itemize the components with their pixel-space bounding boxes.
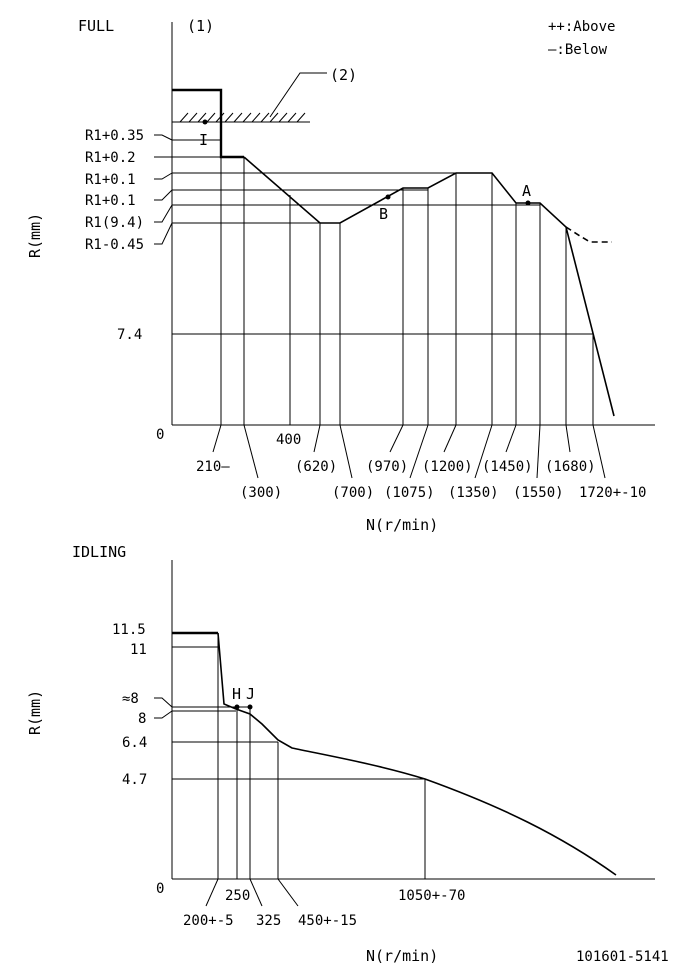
y-label-r1-plus-01-b: R1+0.1: [85, 193, 136, 209]
idling-y-axis-label: R(mm): [26, 690, 44, 735]
y-label-idle-0: 0: [156, 881, 164, 897]
y-label-r1-plus-035: R1+0.35: [85, 128, 144, 144]
full-curve: [243, 156, 615, 417]
idling-points: H J: [232, 685, 255, 710]
point-i-label: I: [199, 131, 208, 149]
point-a-marker: [525, 200, 531, 206]
x-label-1720: 1720+-10: [579, 485, 646, 501]
legend-below: —:Below: [548, 42, 608, 58]
stop-hatch: [172, 112, 310, 123]
x-label-1550: (1550): [513, 485, 564, 501]
idling-v-refs: [217, 633, 426, 879]
legend-above: ++:Above: [548, 19, 615, 35]
full-v-refs: [220, 157, 594, 425]
full-x-leaders: [212, 424, 606, 479]
x-label-700: (700): [332, 485, 374, 501]
idling-h-refs: [172, 632, 425, 780]
y-label-0: 0: [156, 427, 164, 443]
full-x-labels: 210— 400 (620) (970) (1200) (1450) (1680…: [196, 432, 646, 501]
x-label-300: (300): [240, 485, 282, 501]
idling-title: IDLING: [72, 543, 126, 561]
full-y-labels: R1+0.35 R1+0.2 R1+0.1 R1+0.1 R1(9.4) R1-…: [85, 128, 164, 443]
point-b-marker: [385, 194, 391, 200]
y-label-r1-plus-01-a: R1+0.1: [85, 172, 136, 188]
full-curve-start: [172, 88, 244, 159]
point-b-label: B: [379, 205, 388, 223]
x-label-970: (970): [366, 459, 408, 475]
x-label-450: 450+-15: [298, 913, 357, 929]
mark-1: (1): [187, 17, 214, 35]
x-label-1680: (1680): [545, 459, 596, 475]
full-x-axis-label: N(r/min): [366, 516, 438, 534]
full-curve-below: [565, 226, 612, 243]
idling-x-leaders: [205, 878, 299, 907]
y-label-7-4: 7.4: [117, 327, 142, 343]
y-label-r1-plus-02: R1+0.2: [85, 150, 136, 166]
y-label-r1: R1(9.4): [85, 215, 144, 231]
point-a-label: A: [522, 182, 531, 200]
x-label-620: (620): [295, 459, 337, 475]
idling-y-leaders: [154, 697, 173, 719]
y-label-6-4: 6.4: [122, 735, 147, 751]
idling-y-labels: 11.5 11 ≈8 8 6.4 4.7 0: [112, 622, 164, 897]
y-label-4-7: 4.7: [122, 772, 147, 788]
mark-2-leader: [269, 72, 327, 118]
idling-x-axis-label: N(r/min): [366, 947, 438, 965]
y-label-11: 11: [130, 642, 147, 658]
full-y-axis-label: R(mm): [26, 213, 44, 258]
x-label-325: 325: [256, 913, 281, 929]
idling-axes: [171, 560, 655, 880]
full-points: I B A: [199, 119, 531, 223]
x-label-210: 210—: [196, 459, 230, 475]
point-h-label: H: [232, 685, 241, 703]
mark-2: (2): [330, 66, 357, 84]
x-label-1450: (1450): [482, 459, 533, 475]
x-label-1075: (1075): [384, 485, 435, 501]
point-j-label: J: [246, 685, 255, 703]
x-label-250: 250: [225, 888, 250, 904]
x-label-1050: 1050+-70: [398, 888, 465, 904]
full-h-refs: [172, 139, 593, 335]
full-title: FULL: [78, 17, 114, 35]
full-y-leaders: [154, 134, 173, 245]
y-label-approx-8: ≈8: [122, 691, 139, 707]
point-h-marker: [234, 704, 240, 710]
x-label-1350: (1350): [448, 485, 499, 501]
y-label-8: 8: [138, 711, 146, 727]
doc-number: 101601-5141: [576, 949, 669, 965]
y-label-11-5: 11.5: [112, 622, 146, 638]
idling-curve: [217, 632, 617, 876]
point-i-marker: [202, 119, 208, 125]
idling-x-labels: 250 1050+-70 200+-5 325 450+-15: [183, 888, 465, 929]
x-label-400: 400: [276, 432, 301, 448]
point-j-marker: [247, 704, 253, 710]
x-label-200: 200+-5: [183, 913, 234, 929]
x-label-1200: (1200): [422, 459, 473, 475]
y-label-r1-minus-045: R1-0.45: [85, 237, 144, 253]
